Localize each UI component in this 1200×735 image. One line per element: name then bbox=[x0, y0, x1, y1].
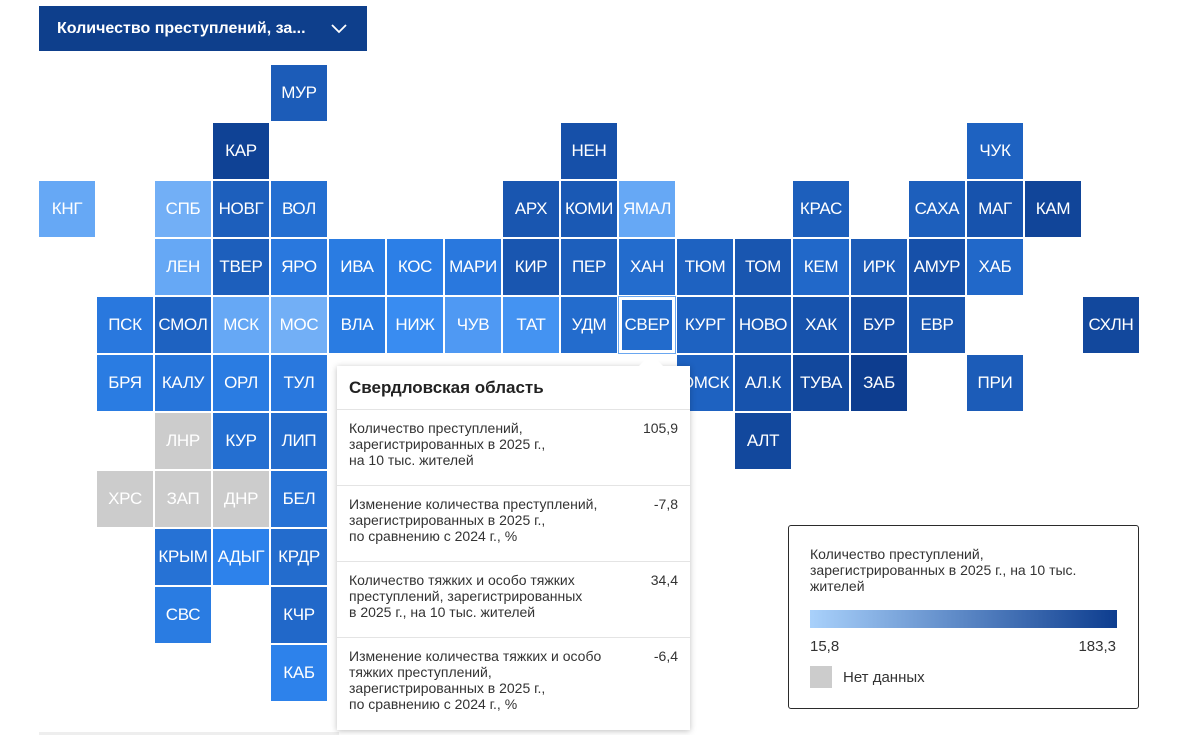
region-tile[interactable]: ХРС bbox=[97, 471, 153, 527]
region-tile[interactable]: ТУЛ bbox=[271, 355, 327, 411]
chevron-down-icon bbox=[329, 19, 349, 39]
metric-dropdown[interactable]: Количество преступлений, за... bbox=[39, 6, 367, 51]
region-tile[interactable]: ВОЛ bbox=[271, 181, 327, 237]
region-tile[interactable]: ДНР bbox=[213, 471, 269, 527]
tooltip-row-label: Количество преступлений, зарегистрирован… bbox=[349, 420, 546, 468]
region-tile[interactable]: ТАТ bbox=[503, 297, 559, 353]
region-tile[interactable]: БЕЛ bbox=[271, 471, 327, 527]
region-tile[interactable]: КРЫМ bbox=[155, 529, 211, 585]
region-tile[interactable]: МОС bbox=[271, 297, 327, 353]
region-tile[interactable]: КРАС bbox=[793, 181, 849, 237]
region-tile[interactable]: АЛ.К bbox=[735, 355, 791, 411]
region-tile[interactable]: ЕВР bbox=[909, 297, 965, 353]
tooltip-row-label: Изменение количества тяжких и особо тяжк… bbox=[349, 648, 602, 712]
region-tile[interactable]: СВС bbox=[155, 587, 211, 643]
region-tile[interactable]: БРЯ bbox=[97, 355, 153, 411]
tooltip-row-value: -7,8 bbox=[653, 496, 678, 512]
no-data-swatch bbox=[810, 666, 832, 688]
region-tile[interactable]: СХЛН bbox=[1083, 297, 1139, 353]
region-tile[interactable]: АДЫГ bbox=[213, 529, 269, 585]
region-tile[interactable]: МСК bbox=[213, 297, 269, 353]
legend-min-value: 15,8 bbox=[810, 638, 840, 655]
region-tile[interactable]: БУР bbox=[851, 297, 907, 353]
tooltip-row: Количество тяжких и особо тяжких преступ… bbox=[337, 562, 690, 638]
tooltip-row-value: 105,9 bbox=[642, 420, 678, 436]
region-tile[interactable]: СПБ bbox=[155, 181, 211, 237]
region-tile[interactable]: УДМ bbox=[561, 297, 617, 353]
region-tile[interactable]: ИРК bbox=[851, 239, 907, 295]
divider bbox=[39, 732, 339, 735]
region-tile[interactable]: ТУВА bbox=[793, 355, 849, 411]
region-tile[interactable]: ЯРО bbox=[271, 239, 327, 295]
tooltip-row-value: -6,4 bbox=[653, 648, 678, 664]
region-tooltip: Свердловская область Количество преступл… bbox=[337, 354, 690, 730]
region-tile[interactable]: ПРИ bbox=[967, 355, 1023, 411]
region-tile[interactable]: КЕМ bbox=[793, 239, 849, 295]
region-tile[interactable]: ЗАБ bbox=[851, 355, 907, 411]
region-tile[interactable]: КРДР bbox=[271, 529, 327, 585]
region-tile[interactable]: ЧУК bbox=[967, 123, 1023, 179]
region-tile[interactable]: СМОЛ bbox=[155, 297, 211, 353]
legend-max-value: 183,3 bbox=[1078, 638, 1116, 655]
tooltip-row-label: Изменение количества преступлений, зарег… bbox=[349, 496, 598, 544]
region-tile[interactable]: ЛИП bbox=[271, 413, 327, 469]
tooltip-title: Свердловская область bbox=[337, 366, 690, 410]
region-tile[interactable]: МУР bbox=[271, 65, 327, 121]
no-data-label: Нет данных bbox=[843, 669, 925, 686]
region-tile[interactable]: НЕН bbox=[561, 123, 617, 179]
tooltip-row: Количество преступлений, зарегистрирован… bbox=[337, 410, 690, 486]
region-tile[interactable]: НОВО bbox=[735, 297, 791, 353]
region-tile[interactable]: НОВГ bbox=[213, 181, 269, 237]
region-tile[interactable]: ПСК bbox=[97, 297, 153, 353]
region-tile[interactable]: КНГ bbox=[39, 181, 95, 237]
region-tile[interactable]: КАБ bbox=[271, 645, 327, 701]
region-tile[interactable]: ТОМ bbox=[735, 239, 791, 295]
region-tile[interactable]: ТЮМ bbox=[677, 239, 733, 295]
region-tile[interactable]: ЧУВ bbox=[445, 297, 501, 353]
region-tile[interactable]: ХАН bbox=[619, 239, 675, 295]
region-tile[interactable]: КЧР bbox=[271, 587, 327, 643]
region-tile[interactable]: АЛТ bbox=[735, 413, 791, 469]
region-tile[interactable]: ХАК bbox=[793, 297, 849, 353]
region-tile[interactable]: ЛНР bbox=[155, 413, 211, 469]
tooltip-row-value: 34,4 bbox=[650, 572, 678, 588]
color-legend: Количество преступлений, зарегистрирован… bbox=[788, 525, 1139, 709]
tooltip-row: Изменение количества преступлений, зарег… bbox=[337, 486, 690, 562]
region-tile[interactable]: АМУР bbox=[909, 239, 965, 295]
region-tile[interactable]: МАРИ bbox=[445, 239, 501, 295]
region-tile[interactable]: МАГ bbox=[967, 181, 1023, 237]
region-tile[interactable]: ИВА bbox=[329, 239, 385, 295]
region-tile[interactable]: ВЛА bbox=[329, 297, 385, 353]
region-tile[interactable]: КУР bbox=[213, 413, 269, 469]
region-tile[interactable]: КАР bbox=[213, 123, 269, 179]
region-tile[interactable]: КОС bbox=[387, 239, 443, 295]
region-tile[interactable]: КУРГ bbox=[677, 297, 733, 353]
region-tile[interactable]: КАЛУ bbox=[155, 355, 211, 411]
region-tile[interactable]: КАМ bbox=[1025, 181, 1081, 237]
region-tile[interactable]: АРХ bbox=[503, 181, 559, 237]
region-tile[interactable]: КИР bbox=[503, 239, 559, 295]
region-tile[interactable]: ОРЛ bbox=[213, 355, 269, 411]
region-tile[interactable]: САХА bbox=[909, 181, 965, 237]
region-tile[interactable]: ЛЕН bbox=[155, 239, 211, 295]
region-tile[interactable]: СВЕР bbox=[619, 297, 675, 353]
tooltip-row-label: Количество тяжких и особо тяжких преступ… bbox=[349, 572, 583, 620]
legend-gradient-bar bbox=[810, 610, 1117, 628]
region-tile[interactable]: ЗАП bbox=[155, 471, 211, 527]
region-tile[interactable]: ПЕР bbox=[561, 239, 617, 295]
legend-title: Количество преступлений, зарегистрирован… bbox=[810, 546, 1077, 594]
region-tile[interactable]: КОМИ bbox=[561, 181, 617, 237]
region-tile[interactable]: НИЖ bbox=[387, 297, 443, 353]
region-tile[interactable]: ТВЕР bbox=[213, 239, 269, 295]
tooltip-pointer bbox=[639, 354, 663, 366]
region-tile[interactable]: ХАБ bbox=[967, 239, 1023, 295]
tooltip-row: Изменение количества тяжких и особо тяжк… bbox=[337, 638, 690, 730]
metric-dropdown-label: Количество преступлений, за... bbox=[57, 19, 306, 37]
region-tile[interactable]: ЯМАЛ bbox=[619, 181, 675, 237]
